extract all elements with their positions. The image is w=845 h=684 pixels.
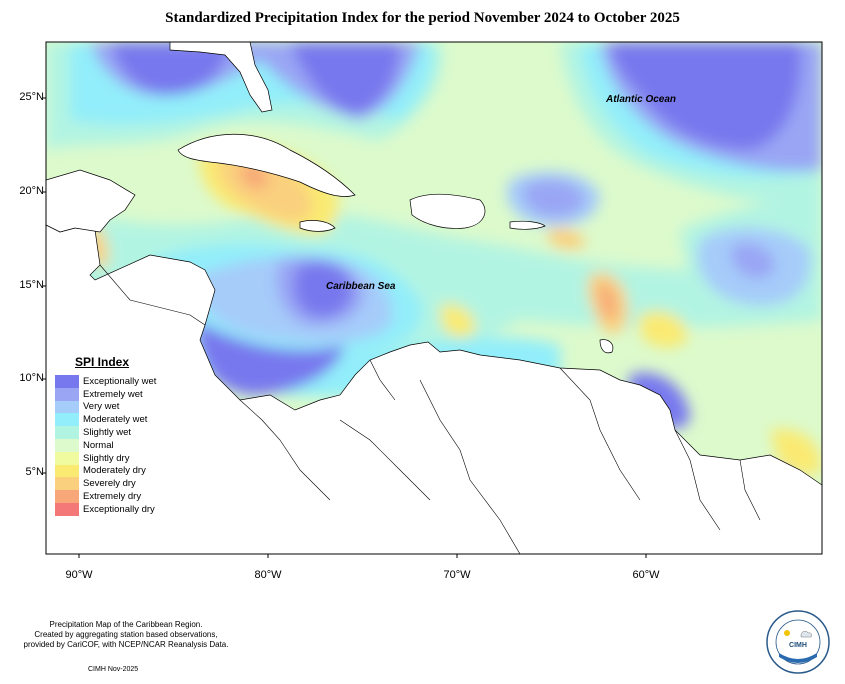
legend-swatch — [55, 438, 79, 452]
extremely-wet-east — [730, 242, 775, 279]
dry-pr — [548, 228, 585, 250]
legend-label: Normal — [83, 439, 114, 451]
legend-swatch — [55, 502, 79, 516]
land-central-america — [46, 224, 822, 554]
legend-swatch — [55, 413, 79, 427]
legend-swatch — [55, 490, 79, 503]
land-puerto-rico — [509, 220, 546, 230]
border-lines-1 — [99, 264, 206, 326]
border-lines-8 — [369, 359, 396, 401]
legend-swatch — [55, 400, 79, 414]
legend-item: Normal — [55, 438, 165, 452]
legend-label: Moderately dry — [83, 465, 146, 477]
credit: CIMH Nov-2025 — [88, 666, 139, 673]
legend-label: Slightly wet — [83, 427, 132, 439]
border-lines-7 — [339, 419, 431, 501]
legend-item: Moderately dry — [55, 464, 165, 478]
legend-swatch — [55, 477, 79, 491]
legend-swatch — [55, 375, 79, 388]
legend-label: Severely dry — [83, 478, 136, 490]
y-tick-5n: 5°N — [25, 466, 44, 478]
spi-field — [46, 42, 822, 554]
legend-label: Very wet — [83, 401, 120, 413]
exceptionally-wet-florida-east — [290, 42, 400, 115]
legend-label: Moderately wet — [83, 414, 148, 426]
exceptionally-wet-atlantic — [610, 42, 801, 150]
x-tick-90w: 90°W — [65, 569, 93, 581]
footer-line-2: Created by aggregating station based obs… — [34, 630, 218, 639]
border-lines-6 — [739, 459, 761, 521]
tick-marks — [43, 97, 647, 558]
label-caribbean-sea: Caribbean Sea — [326, 281, 396, 292]
land-florida — [169, 42, 273, 113]
legend-swatch — [55, 387, 79, 401]
legend-title: SPI Index — [75, 355, 130, 369]
logo-text: CIMH — [789, 642, 807, 649]
land-yucatan — [46, 169, 136, 233]
map-title: Standardized Precipitation Index for the… — [165, 10, 680, 26]
legend-item: Extremely wet — [55, 387, 165, 401]
land-trinidad — [599, 339, 614, 354]
exceptionally-wet-florida-west — [110, 42, 230, 95]
border-lines-3 — [419, 379, 521, 554]
x-tick-70w: 70°W — [443, 569, 471, 581]
legend-label: Extremely dry — [83, 491, 142, 503]
legend-label: Exceptionally wet — [83, 375, 157, 387]
footer-line-1: Precipitation Map of the Caribbean Regio… — [49, 620, 203, 629]
land-hispaniola — [409, 193, 486, 229]
y-tick-15n: 15°N — [19, 279, 44, 291]
cimh-logo: CIMH — [766, 610, 830, 674]
legend-item: Slightly wet — [55, 426, 165, 439]
label-atlantic-ocean: Atlantic Ocean — [606, 94, 677, 105]
legend-item: Slightly dry — [55, 451, 165, 465]
legend-label: Extremely wet — [83, 388, 143, 400]
extremely-dry-antilles — [598, 284, 617, 319]
land-jamaica — [299, 220, 336, 232]
legend-swatch — [55, 464, 79, 478]
legend-item: Exceptionally dry — [55, 502, 165, 516]
footer-line-3: provided by CariCOF, with NCEP/NCAR Rean… — [23, 640, 229, 649]
legend-item: Very wet — [55, 400, 165, 414]
y-tick-20n: 20°N — [19, 185, 44, 197]
border-lines-4 — [559, 367, 641, 501]
dry-caribbean-south — [440, 304, 476, 338]
x-tick-60w: 60°W — [632, 569, 660, 581]
exceptionally-wet-central — [195, 320, 345, 395]
legend-item: Exceptionally wet — [55, 375, 165, 388]
border-lines-2 — [239, 399, 331, 501]
legend-swatch — [55, 426, 79, 439]
border-lines-5 — [674, 429, 721, 531]
extremely-wet-mid — [523, 180, 585, 217]
exceptionally-wet-caribbean — [293, 261, 353, 318]
dry-east-antilles — [637, 311, 688, 348]
legend-item: Extremely dry — [55, 490, 165, 503]
x-tick-80w: 80°W — [254, 569, 282, 581]
land-cuba — [177, 133, 356, 197]
legend-label: Exceptionally dry — [83, 503, 155, 515]
legend-label: Slightly dry — [83, 452, 130, 464]
y-tick-25n: 25°N — [19, 91, 44, 103]
y-tick-10n: 10°N — [19, 372, 44, 384]
legend-rows: Exceptionally wet Extremely wet Very wet Mo… — [55, 375, 165, 516]
footer-note: Precipitation Map of the Caribbean Regio… — [6, 620, 246, 650]
legend-swatch — [55, 451, 79, 465]
map-frame — [45, 41, 823, 555]
legend-item: Severely dry — [55, 477, 165, 491]
legend-item: Moderately wet — [55, 413, 165, 427]
legend: SPI Index Exceptionally wet Extremely wet… — [55, 355, 165, 516]
